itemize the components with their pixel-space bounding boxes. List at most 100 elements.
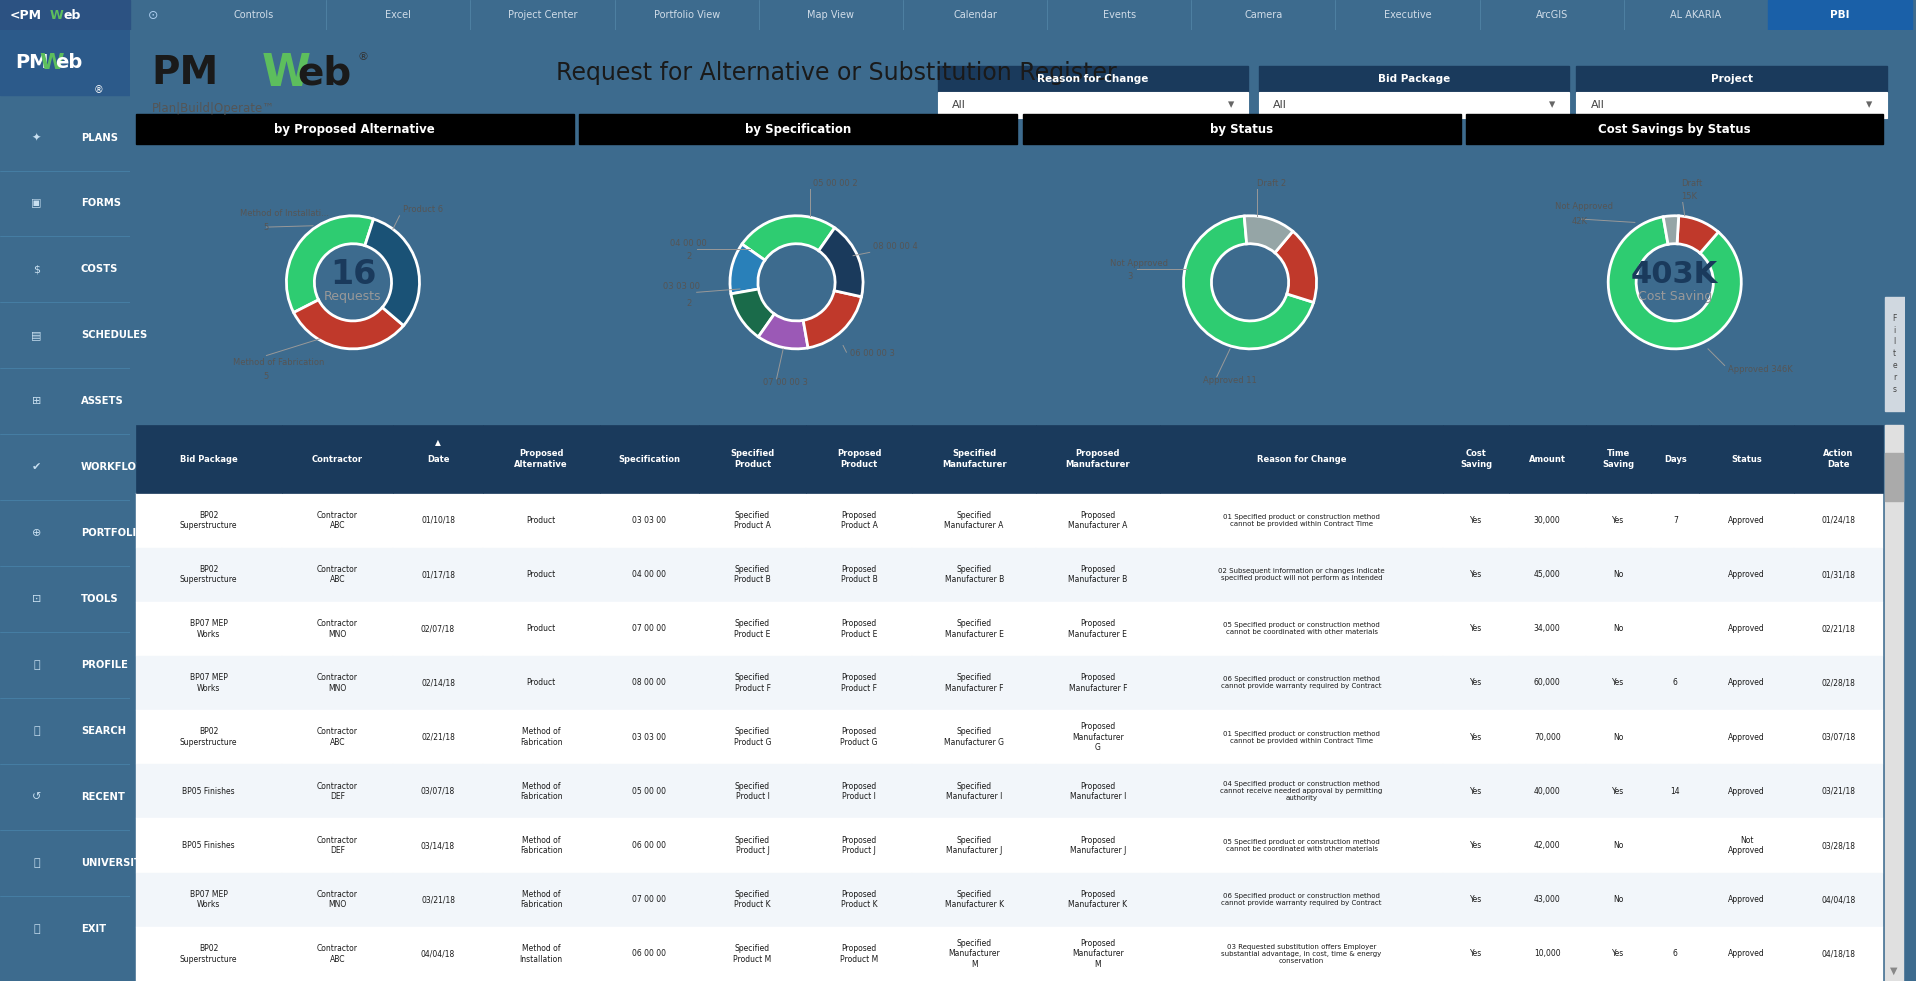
Text: Specified
Product B: Specified Product B: [734, 565, 770, 585]
Text: 05 Specified product or construction method
cannot be coordinated with other mat: 05 Specified product or construction met…: [1222, 839, 1380, 852]
Text: 08 00 00: 08 00 00: [632, 679, 667, 688]
Text: Method of Installati...: Method of Installati...: [240, 209, 330, 218]
Text: Specified
Manufacturer J: Specified Manufacturer J: [947, 836, 1002, 855]
Bar: [1652, 601, 1699, 656]
Text: 02 Subsequent information or changes indicate
specified product will not perform: 02 Subsequent information or changes ind…: [1219, 568, 1385, 581]
Text: 03/14/18: 03/14/18: [422, 841, 456, 851]
Text: 14: 14: [1671, 787, 1680, 796]
Text: ⊙: ⊙: [148, 9, 157, 22]
Text: Specified
Product I: Specified Product I: [736, 782, 770, 801]
Text: PM: PM: [151, 54, 218, 92]
Bar: [1023, 114, 1460, 144]
Bar: [1466, 114, 1883, 144]
Bar: [807, 710, 912, 764]
Bar: [912, 927, 1037, 981]
Bar: [1793, 927, 1883, 981]
Text: 16: 16: [330, 258, 376, 290]
Text: Specified
Manufacturer
M: Specified Manufacturer M: [948, 939, 1000, 969]
Bar: [1699, 818, 1793, 873]
Text: Specified
Product A: Specified Product A: [734, 511, 770, 530]
Bar: [600, 927, 699, 981]
Bar: [600, 493, 699, 547]
Bar: [600, 764, 699, 818]
Text: Method of
Fabrication: Method of Fabrication: [519, 782, 563, 801]
Text: 60,000: 60,000: [1535, 679, 1562, 688]
Bar: [600, 710, 699, 764]
Bar: [393, 547, 483, 601]
Bar: [483, 873, 600, 927]
Text: PBI: PBI: [1830, 10, 1849, 21]
Text: 03 03 00: 03 03 00: [632, 733, 667, 742]
Text: eb: eb: [63, 9, 80, 22]
Text: 6: 6: [1673, 679, 1678, 688]
Bar: [600, 601, 699, 656]
Text: Yes: Yes: [1470, 624, 1483, 634]
Bar: [1508, 873, 1586, 927]
Text: Proposed
Product B: Proposed Product B: [841, 565, 878, 585]
Text: Reason for Change: Reason for Change: [1257, 454, 1347, 464]
Bar: [1699, 927, 1793, 981]
Text: Proposed
Manufacturer: Proposed Manufacturer: [1065, 449, 1130, 469]
Text: Requests: Requests: [324, 290, 381, 303]
Text: Not Approved: Not Approved: [1109, 259, 1169, 268]
Bar: [1652, 873, 1699, 927]
Text: PLANS: PLANS: [80, 132, 117, 142]
Text: Approved: Approved: [1728, 733, 1765, 742]
Bar: [282, 873, 393, 927]
Text: PM: PM: [15, 53, 50, 73]
Bar: [1443, 818, 1508, 873]
Bar: [483, 927, 600, 981]
Bar: [600, 873, 699, 927]
Text: 06 00 00 3: 06 00 00 3: [849, 348, 895, 357]
Bar: [1159, 764, 1443, 818]
Bar: [912, 547, 1037, 601]
Text: ▤: ▤: [31, 331, 42, 340]
Text: Yes: Yes: [1470, 896, 1483, 904]
Text: 04/18/18: 04/18/18: [1822, 950, 1855, 958]
Bar: [483, 656, 600, 710]
Bar: [1508, 493, 1586, 547]
Text: Specified
Manufacturer B: Specified Manufacturer B: [945, 565, 1004, 585]
Text: ▾: ▾: [1866, 98, 1872, 111]
Text: Method of Fabrication: Method of Fabrication: [234, 358, 324, 368]
Bar: [1699, 764, 1793, 818]
Text: Contractor: Contractor: [312, 454, 362, 464]
Bar: [1577, 66, 1887, 92]
Bar: [1885, 425, 1903, 981]
Bar: [1699, 873, 1793, 927]
Text: 07 00 00: 07 00 00: [632, 624, 667, 634]
Wedge shape: [803, 290, 862, 348]
Bar: [699, 818, 807, 873]
Bar: [136, 547, 282, 601]
Text: Bid Package: Bid Package: [1378, 74, 1450, 84]
Text: 08 00 00 4: 08 00 00 4: [874, 242, 918, 251]
Text: 04 Specified product or construction method
cannot receive needed approval by pe: 04 Specified product or construction met…: [1220, 781, 1383, 801]
Text: Proposed
Manufacturer J: Proposed Manufacturer J: [1069, 836, 1127, 855]
Text: Yes: Yes: [1613, 950, 1625, 958]
Bar: [1652, 493, 1699, 547]
Bar: [699, 656, 807, 710]
Text: Specified
Manufacturer A: Specified Manufacturer A: [945, 511, 1004, 530]
Text: ▼: ▼: [1889, 966, 1897, 976]
Bar: [1793, 873, 1883, 927]
Text: EXIT: EXIT: [80, 924, 105, 934]
Bar: [807, 873, 912, 927]
Text: ✔: ✔: [33, 462, 40, 472]
Bar: [483, 601, 600, 656]
Text: 03 03 00: 03 03 00: [632, 516, 667, 525]
Text: 06 Specified product or construction method
cannot provide warranty required by : 06 Specified product or construction met…: [1220, 894, 1381, 906]
Text: 02/14/18: 02/14/18: [422, 679, 454, 688]
Text: Product: Product: [527, 570, 556, 579]
Bar: [699, 764, 807, 818]
Text: BP07 MEP
Works: BP07 MEP Works: [190, 619, 228, 639]
Wedge shape: [759, 314, 809, 349]
Text: Contractor
ABC: Contractor ABC: [316, 728, 358, 747]
Bar: [282, 493, 393, 547]
Text: 34,000: 34,000: [1535, 624, 1562, 634]
Text: PORTFOLIO: PORTFOLIO: [80, 529, 144, 539]
Text: 15K: 15K: [1682, 192, 1698, 201]
Bar: [1793, 710, 1883, 764]
Text: 01/17/18: 01/17/18: [422, 570, 454, 579]
Text: Specified
Manufacturer F: Specified Manufacturer F: [945, 673, 1004, 693]
Text: Date: Date: [427, 454, 448, 464]
